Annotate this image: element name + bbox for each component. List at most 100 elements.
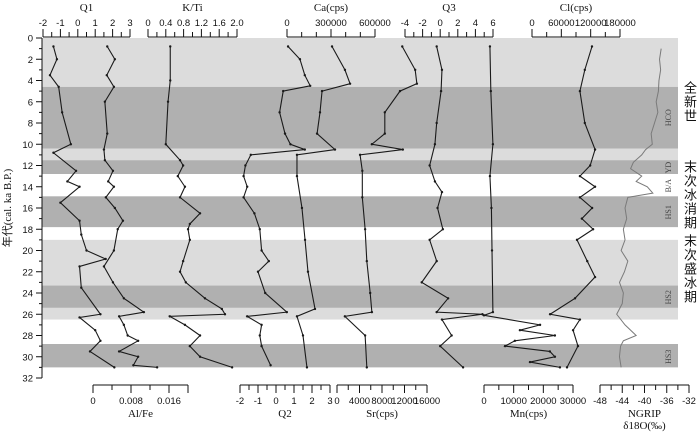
data-point <box>166 100 170 103</box>
data-point <box>88 350 92 353</box>
band-label: YD <box>664 162 673 174</box>
y-tick-label: 26 <box>22 310 33 321</box>
data-point <box>318 111 322 114</box>
data-point <box>488 174 492 178</box>
data-point <box>269 364 272 367</box>
data-point <box>578 318 582 321</box>
period-label-last-glacial-maximum: 末次盛冰期 <box>681 234 696 304</box>
axis-Q2: -2 -1 0 1 2 3 Q2 <box>236 384 333 420</box>
axis-title: NGRIP <box>628 408 661 420</box>
data-point <box>440 190 444 194</box>
band-dark <box>42 344 678 368</box>
data-point <box>295 153 299 157</box>
axis-tick-label: 0.008 <box>119 396 143 407</box>
series-Q1 <box>48 45 116 369</box>
data-point <box>285 310 288 314</box>
data-point <box>155 366 159 369</box>
data-point <box>343 315 347 318</box>
data-point <box>548 313 552 316</box>
data-point <box>415 82 419 85</box>
data-point <box>576 344 580 348</box>
data-point <box>401 45 404 48</box>
data-point <box>102 265 106 268</box>
data-point <box>433 180 437 183</box>
data-point <box>306 270 310 273</box>
axis-subtitle: δ18O(‰) <box>623 420 666 432</box>
data-point <box>188 222 192 226</box>
data-point <box>183 323 187 327</box>
data-point <box>99 313 102 316</box>
data-point <box>66 180 69 183</box>
data-point <box>111 281 115 284</box>
data-point <box>363 334 367 337</box>
data-point <box>548 350 552 353</box>
data-point <box>55 58 59 61</box>
data-point <box>104 196 108 199</box>
axis-tick-label: -36 <box>660 396 674 407</box>
data-point <box>267 259 270 263</box>
band-label: HS1 <box>664 205 673 219</box>
data-point <box>450 334 453 337</box>
axis-tick-label: 60000 <box>548 18 574 29</box>
period-label-holocene: 全新世 <box>681 81 696 123</box>
data-point <box>575 238 579 242</box>
data-point <box>282 89 285 93</box>
axis-tick-label: 2 <box>309 396 314 407</box>
data-point <box>244 164 247 167</box>
axis-tick-label: -4 <box>401 18 409 29</box>
shaded-bands <box>42 38 678 368</box>
data-point <box>112 249 116 252</box>
data-point <box>178 158 182 162</box>
axis-tick-label: -40 <box>638 396 652 407</box>
data-point <box>553 355 557 358</box>
data-point <box>489 89 493 93</box>
data-point <box>361 169 364 173</box>
data-point <box>383 132 387 135</box>
data-point <box>286 45 290 48</box>
axis-tick-label: -2 <box>39 18 47 29</box>
data-point <box>413 68 417 72</box>
data-point <box>132 364 135 367</box>
axis-tick-label: 0 <box>284 18 289 29</box>
data-point <box>558 366 562 369</box>
band-label: HS2 <box>664 290 673 304</box>
data-point <box>103 158 107 162</box>
y-tick-label: 4 <box>28 76 33 87</box>
period-label-last-deglaciation: 末次冰消期 <box>681 160 696 230</box>
axis-tick-label: 12000 <box>391 396 417 407</box>
axis-tick-label: -44 <box>615 396 629 407</box>
series-line-Q2 <box>242 46 312 366</box>
data-point <box>116 228 119 231</box>
series-KTi <box>164 45 234 369</box>
data-point <box>295 174 299 178</box>
data-point <box>223 313 227 316</box>
data-point <box>303 73 306 77</box>
data-point <box>440 68 444 72</box>
data-point <box>260 323 263 327</box>
data-point <box>439 89 443 93</box>
band-label: B/A <box>664 179 673 193</box>
data-point <box>85 249 88 252</box>
data-point <box>283 132 287 135</box>
data-point <box>313 307 317 311</box>
data-point <box>112 85 116 89</box>
data-point <box>491 143 495 146</box>
data-point <box>220 307 224 311</box>
y-tick-label: 12 <box>22 161 33 172</box>
data-point <box>289 143 292 146</box>
data-point <box>184 281 188 284</box>
y-tick-label: 10 <box>22 140 33 151</box>
axis-tick-label: 0 <box>273 396 278 407</box>
data-point <box>164 143 167 146</box>
data-point <box>583 121 586 125</box>
data-point <box>583 68 586 72</box>
axis-tick-label: 1 <box>291 396 296 407</box>
data-point <box>330 45 334 48</box>
data-point <box>383 111 387 114</box>
data-point <box>295 315 299 318</box>
data-point <box>461 366 465 369</box>
y-tick-label: 24 <box>22 289 33 300</box>
axis-tick-label: 20000 <box>530 396 556 407</box>
